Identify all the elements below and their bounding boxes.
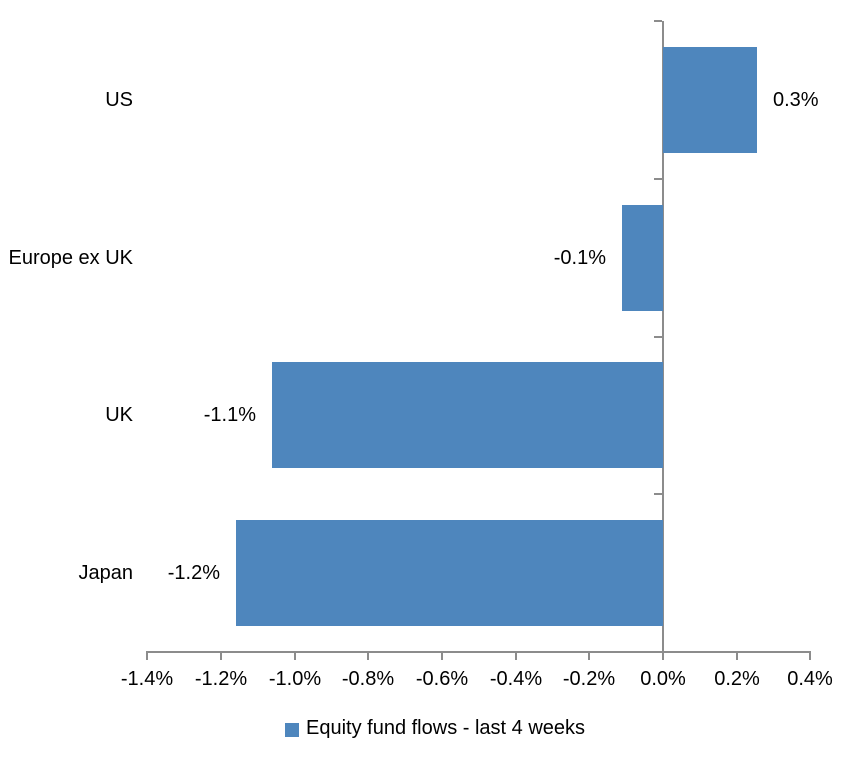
legend-label: Equity fund flows - last 4 weeks	[306, 717, 586, 739]
x-tick-label: -0.6%	[415, 668, 469, 690]
category-tick	[654, 177, 662, 180]
category-tick	[654, 20, 662, 22]
category-tick	[654, 493, 662, 496]
value-label-us: 0.3%	[773, 89, 819, 111]
x-tick	[736, 651, 738, 660]
x-tick-label: -1.2%	[194, 668, 248, 690]
x-tick-label: -1.4%	[120, 668, 174, 690]
legend: Equity fund flows - last 4 weeks	[285, 717, 585, 740]
x-tick	[294, 651, 296, 660]
value-label-uk: -1.1%	[203, 404, 256, 426]
x-tick-label: -1.0%	[268, 668, 322, 690]
x-tick	[662, 651, 664, 660]
x-tick-label: 0.2%	[714, 668, 760, 690]
value-label-europe-ex-uk: -0.1%	[553, 247, 606, 269]
bar-europe-ex-uk	[622, 205, 663, 311]
category-label-europe-ex-uk: Europe ex UK	[8, 247, 133, 269]
x-tick-label: 0.4%	[787, 668, 833, 690]
x-tick-label: -0.4%	[489, 668, 543, 690]
bar-us	[663, 47, 757, 153]
x-tick-label: 0.0%	[640, 668, 686, 690]
x-tick-label: -0.8%	[341, 668, 395, 690]
zero-axis-line	[662, 21, 664, 660]
bar-japan	[236, 520, 663, 626]
x-axis-line	[146, 651, 811, 653]
x-tick	[220, 651, 222, 660]
category-label-us: US	[105, 89, 133, 111]
bar-uk	[272, 362, 663, 468]
x-tick	[809, 651, 811, 660]
category-label-uk: UK	[105, 404, 133, 426]
x-tick	[367, 651, 369, 660]
x-tick	[441, 651, 443, 660]
x-tick-label: -0.2%	[562, 668, 616, 690]
x-tick	[515, 651, 517, 660]
x-tick	[146, 651, 148, 660]
x-tick	[588, 651, 590, 660]
value-label-japan: -1.2%	[167, 562, 220, 584]
legend-swatch-icon	[285, 722, 299, 737]
category-label-japan: Japan	[78, 562, 134, 584]
category-tick	[654, 335, 662, 338]
